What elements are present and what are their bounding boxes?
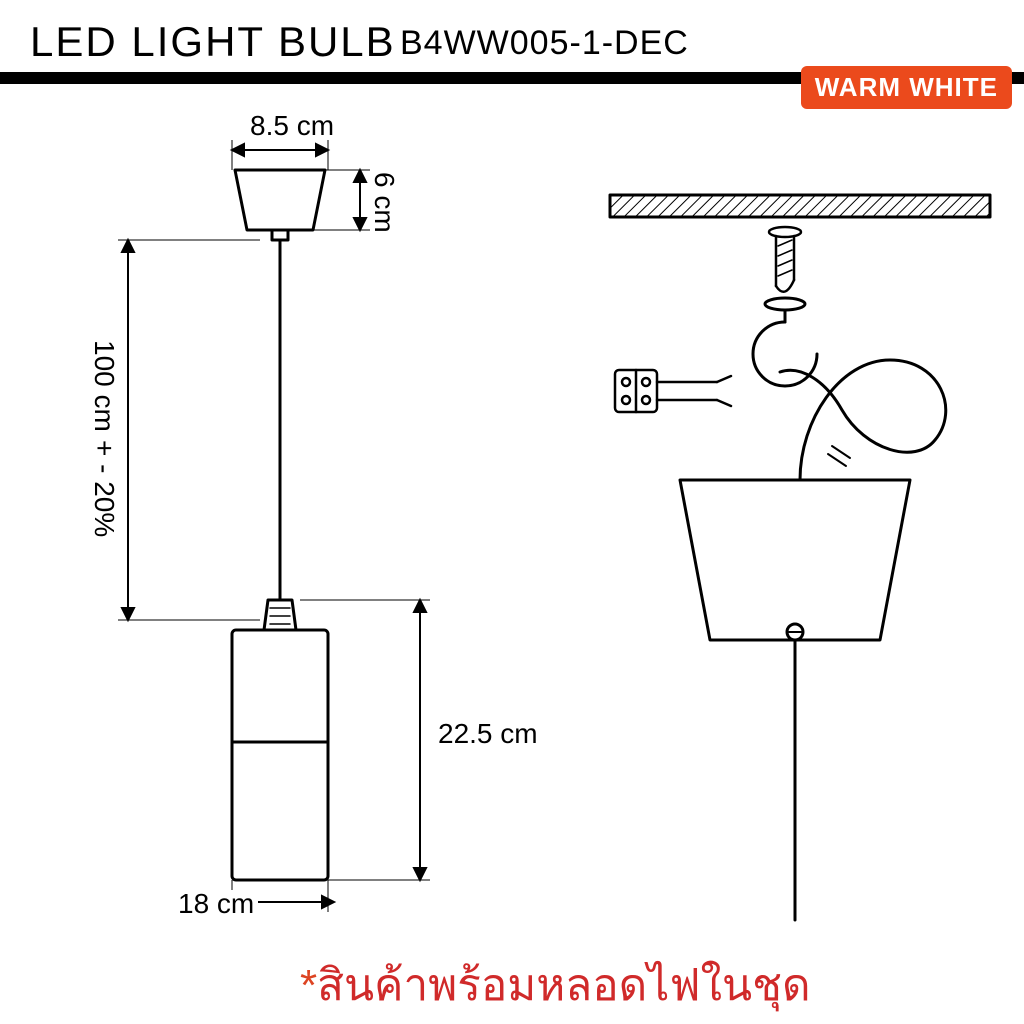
dim-canopy-width: 8.5 cm	[250, 112, 334, 140]
dim-canopy-height: 6 cm	[370, 172, 398, 233]
dim-cord-tol: + - 20%	[90, 440, 118, 537]
mounting-detail-drawing	[580, 0, 1020, 940]
dim-bulb-width: 18 cm	[174, 890, 258, 918]
footer-text: สินค้าพร้อมหลอดไฟในชุด	[317, 961, 810, 1010]
footer-note: *สินค้าพร้อมหลอดไฟในชุด	[300, 950, 811, 1020]
footer-asterisk: *	[300, 961, 317, 1010]
dim-cord-length: 100 cm	[90, 340, 118, 432]
pendant-drawing	[0, 0, 520, 940]
dim-bulb-height: 22.5 cm	[438, 720, 538, 748]
